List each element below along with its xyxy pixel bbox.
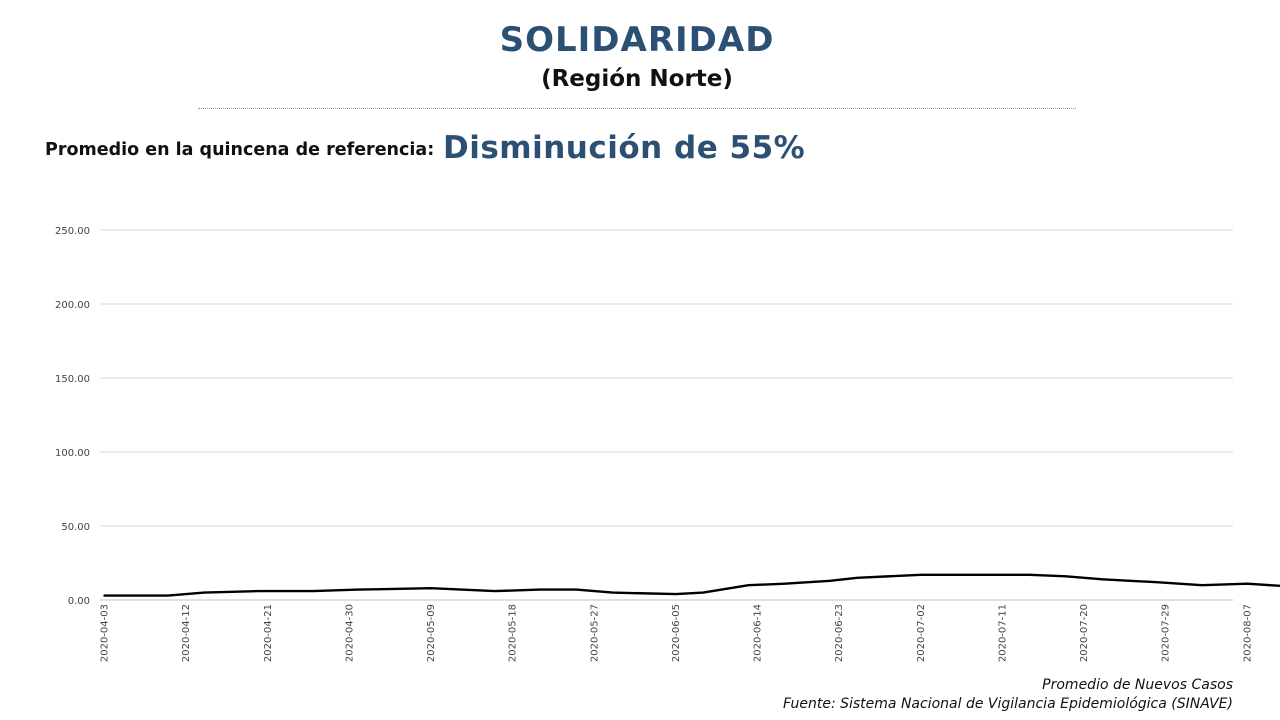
y-tick-label: 200.00 (55, 300, 90, 311)
title-divider (198, 108, 1076, 109)
x-tick-label: 2020-05-09 (426, 604, 437, 662)
y-tick-label: 150.00 (55, 374, 90, 385)
x-tick-label: 2020-05-18 (508, 604, 519, 662)
x-tick-label: 2020-04-03 (100, 604, 111, 662)
x-tick-label: 2020-05-27 (589, 604, 600, 662)
x-tick-label: 2020-04-12 (181, 604, 192, 662)
y-tick-label: 0.00 (68, 596, 90, 607)
y-tick-label: 250.00 (55, 226, 90, 237)
series-line (103, 573, 1280, 597)
x-tick-label: 2020-06-14 (753, 604, 764, 662)
x-tick-label: 2020-06-05 (671, 604, 682, 662)
x-tick-label: 2020-07-11 (997, 604, 1008, 662)
reference-label: Promedio en la quincena de referencia: (45, 140, 435, 160)
x-tick-label: 2020-07-20 (1079, 604, 1090, 662)
y-tick-label: 100.00 (55, 448, 90, 459)
y-tick-label: 50.00 (61, 522, 90, 533)
series-note: Promedio de Nuevos Casos (1042, 677, 1233, 693)
source-note: Fuente: Sistema Nacional de Vigilancia E… (783, 696, 1233, 712)
x-tick-label: 2020-08-07 (1242, 604, 1253, 662)
x-tick-label: 2020-07-29 (1161, 604, 1172, 662)
page-title: SOLIDARIDAD (499, 20, 775, 60)
x-tick-label: 2020-04-21 (263, 604, 274, 662)
x-tick-label: 2020-04-30 (344, 604, 355, 662)
page-subtitle: (Región Norte) (541, 66, 733, 92)
x-tick-label: 2020-06-23 (834, 604, 845, 662)
reference-value: Disminución de 55% (443, 130, 806, 166)
x-tick-label: 2020-07-02 (916, 604, 927, 662)
